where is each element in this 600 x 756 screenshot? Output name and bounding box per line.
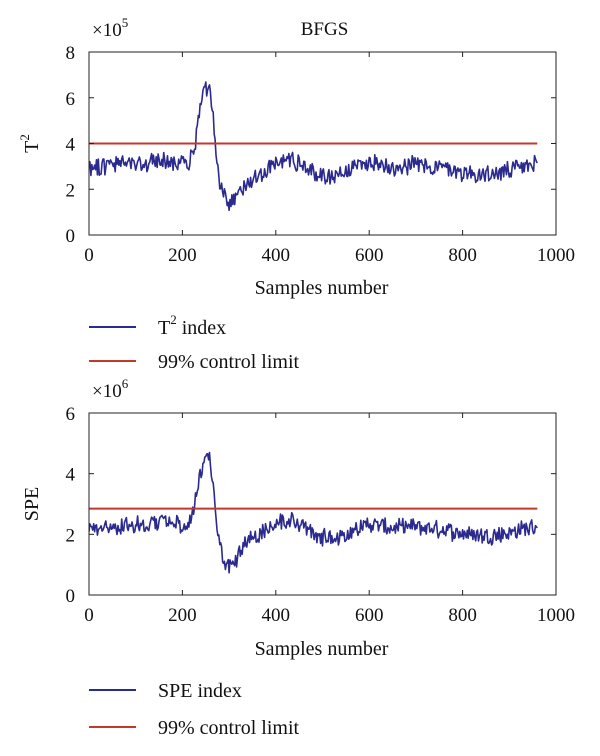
legend-label: 99% control limit (158, 717, 300, 739)
y-tick-label: 6 (66, 404, 76, 425)
legend-entry: SPE index (89, 680, 242, 702)
x-axis-label: Samples number (255, 638, 389, 660)
x-tick-label: 1000 (537, 605, 575, 626)
series-index-line (89, 81, 538, 212)
x-tick-label: 800 (448, 245, 477, 266)
y-tick-label: 0 (66, 226, 76, 247)
y-tick-label: 8 (66, 43, 76, 64)
x-tick-label: 1000 (537, 245, 575, 266)
y-tick-label: 4 (66, 135, 76, 156)
legend-entry: 99% control limit (89, 717, 300, 739)
x-tick-label: 200 (168, 605, 197, 626)
x-tick-label: 200 (168, 245, 197, 266)
plot-frame (88, 412, 557, 596)
chart-1: 0 200 400 600 800 1000 0 2 4 6 8 ×105 BFGS Samples nu… (17, 15, 575, 373)
x-tick-label: 800 (448, 605, 477, 626)
series-index-line (89, 451, 538, 574)
legend-entry: T2 index (89, 312, 226, 339)
y-axis-label: T2 (17, 134, 43, 153)
chart-2: 0 200 400 600 800 1000 0 2 4 6 ×106 Samples number S… (21, 376, 575, 739)
x-tick-label: 400 (262, 605, 291, 626)
legend-label: SPE index (158, 680, 242, 702)
y-tick-label: 2 (66, 180, 76, 201)
legend-label: T2 index (158, 312, 226, 339)
x-tick-label: 600 (355, 245, 384, 266)
y-axis-label: SPE (21, 487, 43, 521)
legend-label: 99% control limit (158, 351, 300, 373)
chart-title: BFGS (301, 19, 349, 40)
scale-factor-label: ×105 (92, 15, 128, 41)
x-tick-label: 600 (355, 605, 384, 626)
x-tick-label: 0 (84, 245, 94, 266)
y-tick-label: 2 (66, 525, 76, 546)
x-axis-label: Samples number (255, 277, 389, 299)
x-tick-label: 400 (262, 245, 291, 266)
scale-factor-label: ×106 (92, 376, 129, 402)
y-tick-label: 0 (66, 586, 76, 607)
y-tick-label: 6 (66, 89, 76, 110)
x-tick-label: 0 (84, 605, 94, 626)
legend-entry: 99% control limit (89, 351, 300, 373)
y-tick-label: 4 (66, 465, 76, 486)
